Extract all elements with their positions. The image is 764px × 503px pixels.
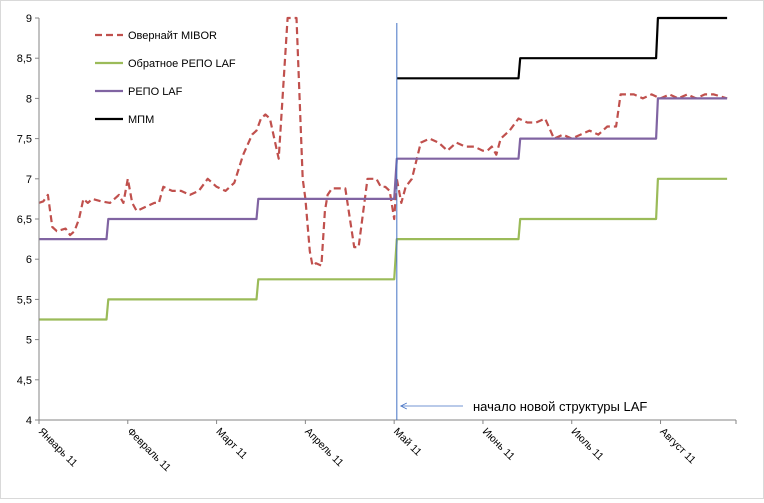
x-tick-label: Май 11 bbox=[391, 426, 424, 459]
x-tick-label: Февраль 11 bbox=[125, 426, 174, 475]
x-axis-ticks: Январь 11 Февраль 11 Март 11 Апрель 11 Май 1… bbox=[36, 420, 737, 475]
y-tick-label: 6,5 bbox=[17, 214, 32, 226]
y-tick-label: 4,5 bbox=[17, 375, 32, 387]
x-tick-label: Июль 11 bbox=[569, 426, 606, 463]
series-line bbox=[396, 16, 728, 80]
annotation-label: начало новой структуры LAF bbox=[473, 399, 647, 414]
x-tick-label: Август 11 bbox=[657, 426, 698, 467]
y-tick-label: 9 bbox=[26, 13, 32, 25]
y-axis-ticks: 4 4,5 5 5,5 6 6,5 7 7,5 8 8,5 9 bbox=[17, 13, 39, 427]
plot-lines bbox=[38, 16, 728, 321]
x-tick-label: Январь 11 bbox=[36, 426, 80, 470]
legend: Овернайт MIBOR Обратное РЕПО LAF РЕПО LAF М… bbox=[95, 30, 236, 126]
legend-label: Овернайт MIBOR bbox=[128, 30, 217, 42]
annotation: начало новой структуры LAF bbox=[396, 23, 647, 420]
series-line bbox=[39, 177, 728, 321]
y-tick-label: 4 bbox=[26, 415, 32, 427]
x-tick-label: Июнь 11 bbox=[480, 426, 517, 463]
y-tick-label: 5 bbox=[26, 335, 32, 347]
legend-label: МПМ bbox=[128, 114, 154, 126]
series-line bbox=[39, 97, 728, 241]
series-line bbox=[38, 16, 728, 267]
legend-label: Обратное РЕПО LAF bbox=[128, 58, 236, 70]
y-tick-label: 6 bbox=[26, 254, 32, 266]
legend-label: РЕПО LAF bbox=[128, 86, 183, 98]
annotation-arrowhead bbox=[399, 402, 408, 410]
x-tick-label: Март 11 bbox=[213, 426, 249, 462]
y-tick-label: 8,5 bbox=[17, 53, 32, 65]
y-tick-label: 7 bbox=[26, 174, 32, 186]
y-tick-label: 8 bbox=[26, 93, 32, 105]
y-tick-label: 7,5 bbox=[17, 134, 32, 146]
x-tick-label: Апрель 11 bbox=[302, 426, 346, 470]
y-tick-label: 5,5 bbox=[17, 294, 32, 306]
